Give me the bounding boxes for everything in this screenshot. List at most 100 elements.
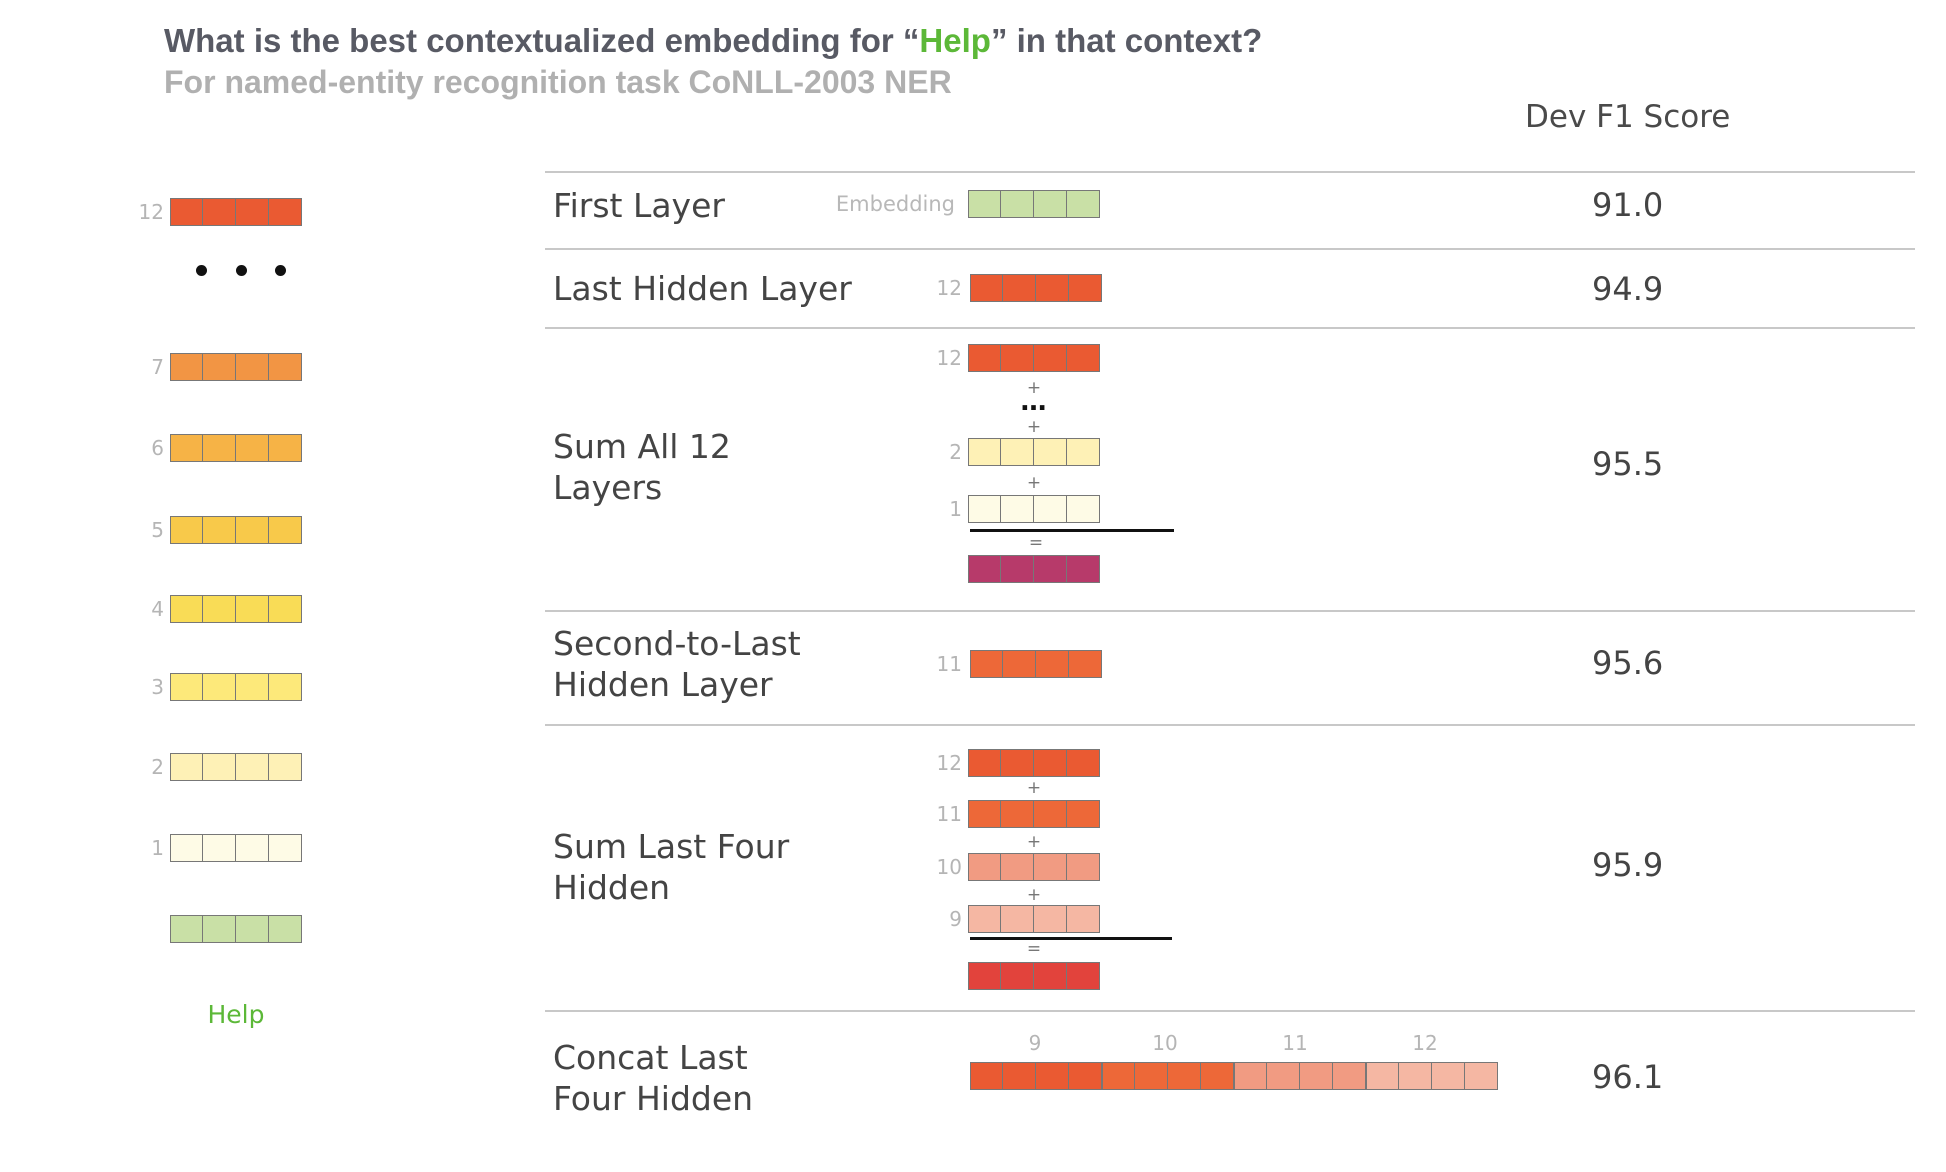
vector-cell [1067,495,1100,523]
stack-layer-number: 6 [151,436,164,460]
vector-cell [203,198,236,226]
concat-layer-number: 11 [1282,1031,1308,1055]
vector-cell [1067,190,1100,218]
plus-sign: + [1026,378,1042,398]
stack-vector-layer-3 [170,673,302,701]
vector-cell [1034,853,1067,881]
vector-cell [1036,1062,1069,1090]
layer-12-vector [968,749,1100,777]
vector-cell [236,198,269,226]
vector-cell [1067,905,1100,933]
vector-cell [170,915,203,943]
vector-cell [1001,344,1034,372]
vector-cell [203,834,236,862]
row-label: Last Hidden Layer [553,269,852,308]
layer-number: 12 [936,346,962,370]
vector-cell [203,516,236,544]
plus-sign: + [1026,778,1042,798]
vector-cell [1067,853,1100,881]
vector-cell [1034,555,1067,583]
layer-11-vector [970,650,1102,678]
plus-sign: + [1026,417,1042,437]
vector-cell [236,834,269,862]
vector-cell [1001,800,1034,828]
row-label: Concat Last Four Hidden [553,1038,754,1118]
vector-cell [170,353,203,381]
vector-cell [1102,1062,1135,1090]
vector-cell [1465,1062,1498,1090]
concat-layer-number: 12 [1412,1031,1438,1055]
row-label: Second-to-Last Hidden Layer [553,624,801,704]
vector-cell [968,749,1001,777]
vector-cell [1300,1062,1333,1090]
vector-cell [968,495,1001,523]
vector-cell [1001,749,1034,777]
vector-cell [236,753,269,781]
vector-cell [1034,800,1067,828]
layer-9-vector [968,905,1100,933]
vector-cell [1001,853,1034,881]
vector-cell [1067,800,1100,828]
layer-number: 1 [949,497,962,521]
vector-cell [269,516,302,544]
row-divider [545,171,1915,173]
vector-cell [1201,1062,1234,1090]
vector-cell [170,834,203,862]
vector-cell [970,274,1003,302]
layer-2-vector [968,438,1100,466]
layer-number: 9 [949,907,962,931]
vector-cell [1001,190,1034,218]
vector-cell [269,753,302,781]
vector-cell [1234,1062,1267,1090]
plus-sign: + [1026,473,1042,493]
layer-number: 11 [936,652,962,676]
layer-1-vector [968,495,1100,523]
concat-segment-layer-11 [1102,1062,1234,1090]
vector-cell [203,673,236,701]
vector-cell [269,198,302,226]
stack-vector-layer-1 [170,834,302,862]
concat-segment-layer-9 [1366,1062,1498,1090]
vector-cell [1034,905,1067,933]
vector-cell [970,650,1003,678]
stack-vector-layer-6 [170,434,302,462]
stack-layer-number: 2 [151,755,164,779]
vector-cell [1069,274,1102,302]
stack-vector-layer-2 [170,753,302,781]
vector-cell [1034,344,1067,372]
vector-cell [1399,1062,1432,1090]
vector-cell [203,753,236,781]
vector-cell [1135,1062,1168,1090]
ellipsis-icon: … [1020,387,1048,417]
vector-cell [1003,650,1036,678]
vector-cell [1001,905,1034,933]
page-subtitle: For named-entity recognition task CoNLL-… [164,64,952,100]
stack-layer-number: 4 [151,597,164,621]
vector-cell [203,434,236,462]
vector-cell [968,905,1001,933]
input-word: Help [207,1000,265,1029]
vector-cell [1069,1062,1102,1090]
equals-sign: = [1028,533,1044,553]
f1-score: 95.9 [1592,846,1664,884]
vector-cell [1067,749,1100,777]
plus-sign: + [1026,885,1042,905]
plus-sign: + [1026,832,1042,852]
ellipsis-icon [196,265,286,276]
vector-cell [1432,1062,1465,1090]
vector-cell [968,438,1001,466]
f1-score: 96.1 [1592,1058,1664,1096]
row-divider [545,610,1915,612]
vector-cell [1069,650,1102,678]
row-divider [545,1010,1915,1012]
concat-layer-number: 10 [1152,1031,1178,1055]
f1-score: 95.5 [1592,445,1664,483]
vector-cell [269,595,302,623]
title-text-start: What is the best contextualized embeddin… [164,22,920,59]
vector-cell [1036,274,1069,302]
concat-layer-number: 9 [1028,1031,1042,1055]
vector-cell [1034,190,1067,218]
sum-result-vector [968,555,1100,583]
stack-vector-layer-5 [170,516,302,544]
layer-12-vector [968,344,1100,372]
